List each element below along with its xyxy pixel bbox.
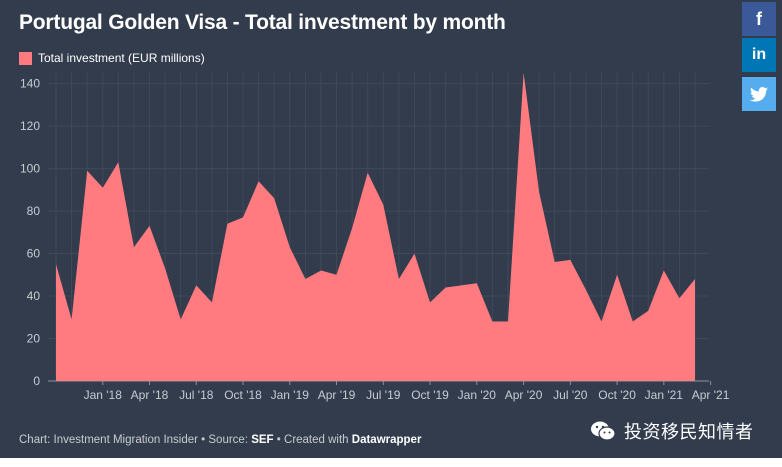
chart-title: Portugal Golden Visa - Total investment … [19, 11, 506, 34]
x-tick-label: Oct '18 [224, 388, 262, 402]
wechat-watermark: 投资移民知情者 [590, 418, 754, 444]
y-tick-label: 80 [27, 204, 41, 218]
facebook-icon: f [756, 8, 762, 29]
y-tick-label: 100 [20, 162, 40, 176]
data-point [289, 246, 291, 248]
data-point [320, 270, 322, 272]
linkedin-share-button[interactable]: in [742, 38, 776, 72]
data-point [413, 253, 415, 255]
data-point [382, 204, 384, 206]
data-point [632, 321, 634, 323]
x-tick-label: Jan '18 [84, 388, 123, 402]
x-tick-label: Apr '21 [692, 388, 730, 402]
x-tick-label: Jul '19 [366, 388, 401, 402]
data-point [180, 318, 182, 320]
data-point [258, 180, 260, 182]
data-point [507, 321, 509, 323]
y-tick-label: 140 [20, 77, 40, 91]
footer-middle: • Created with [273, 434, 352, 446]
legend: Total investment (EUR millions) [19, 51, 205, 65]
chart-footer: Chart: Investment Migration Insider • So… [19, 434, 421, 446]
legend-swatch [19, 51, 32, 65]
data-point [117, 161, 119, 163]
y-tick-label: 20 [27, 332, 41, 346]
data-point [149, 225, 151, 227]
footer-source: SEF [251, 434, 274, 446]
data-point [351, 227, 353, 229]
data-point [226, 223, 228, 225]
data-point [694, 278, 696, 280]
facebook-share-button[interactable]: f [742, 2, 776, 36]
data-point [133, 246, 135, 248]
y-tick-label: 120 [20, 119, 40, 133]
data-point [460, 284, 462, 286]
data-point [398, 278, 400, 280]
x-tick-label: Oct '20 [598, 388, 636, 402]
watermark-text: 投资移民知情者 [624, 422, 754, 443]
data-point [304, 278, 306, 280]
y-tick-label: 40 [27, 289, 41, 303]
data-point [554, 261, 556, 263]
y-tick-label: 60 [27, 247, 41, 261]
data-point [585, 289, 587, 291]
data-point [663, 270, 665, 272]
x-tick-label: Apr '19 [318, 388, 356, 402]
data-point [491, 321, 493, 323]
data-point [195, 284, 197, 286]
data-point [71, 318, 73, 320]
x-tick-label: Oct '19 [411, 388, 449, 402]
data-point [55, 263, 57, 265]
linkedin-icon: in [751, 46, 767, 63]
x-tick-label: Jul '18 [179, 388, 214, 402]
x-tick-label: Apr '20 [505, 388, 543, 402]
data-point [569, 259, 571, 261]
data-point [336, 274, 338, 276]
data-point [273, 197, 275, 199]
data-point [367, 172, 369, 174]
data-point [600, 321, 602, 323]
x-tick-label: Jan '21 [645, 388, 684, 402]
data-point [242, 216, 244, 218]
footer-tool: Datawrapper [351, 434, 422, 446]
twitter-bird-icon [750, 86, 768, 102]
data-point [538, 191, 540, 193]
x-tick-label: Apr '18 [131, 388, 169, 402]
data-point [429, 301, 431, 303]
data-point [445, 287, 447, 289]
x-tick-label: Jan '20 [458, 388, 497, 402]
area-series [56, 73, 695, 381]
data-point [616, 274, 618, 276]
data-point [211, 301, 213, 303]
y-tick-label: 0 [33, 374, 40, 388]
data-point [678, 297, 680, 299]
data-point [102, 187, 104, 189]
data-point [86, 170, 88, 172]
data-point [647, 310, 649, 312]
footer-prefix: Chart: Investment Migration Insider • So… [19, 434, 252, 446]
legend-label: Total investment (EUR millions) [38, 51, 205, 65]
data-point [523, 72, 525, 74]
data-point [476, 282, 478, 284]
x-tick-label: Jul '20 [553, 388, 588, 402]
data-point [164, 267, 166, 269]
x-tick-label: Jan '19 [271, 388, 310, 402]
twitter-share-button[interactable] [742, 77, 776, 111]
wechat-icon [591, 421, 616, 441]
